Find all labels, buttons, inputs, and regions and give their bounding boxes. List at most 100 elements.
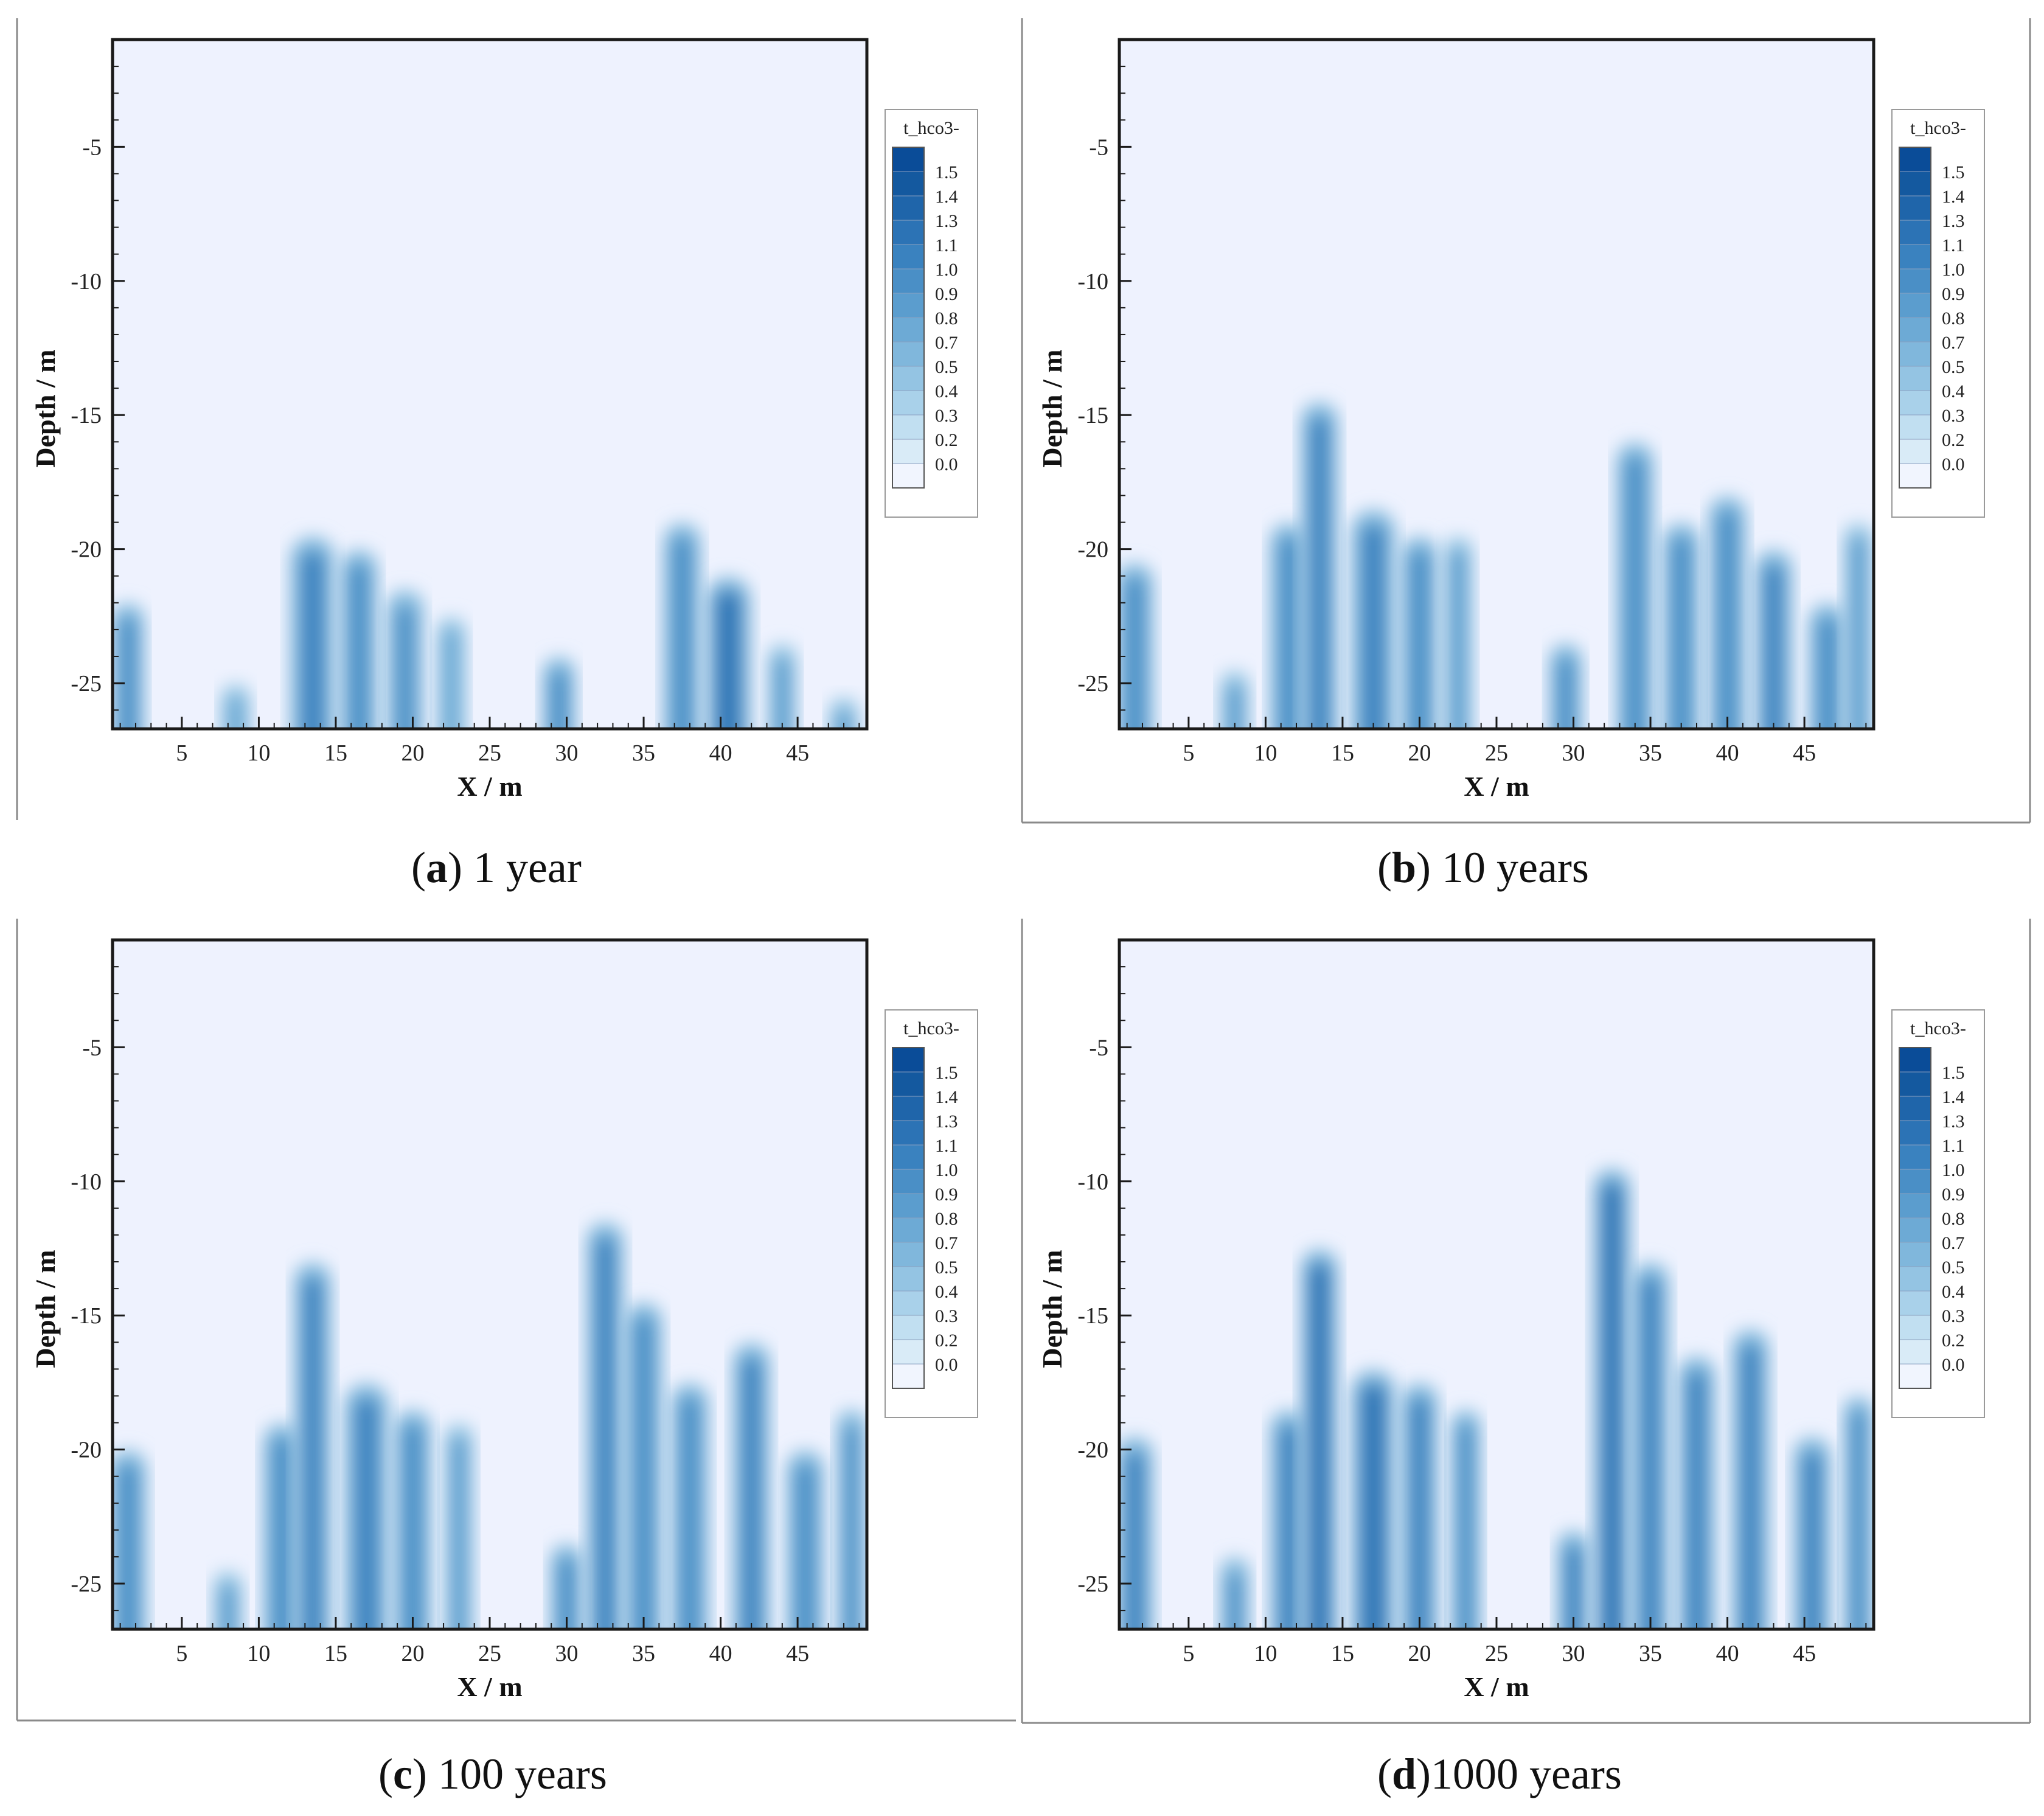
panel-c-plume-7 bbox=[549, 1543, 584, 1629]
panel-c-plume-13-level-2 bbox=[844, 1427, 859, 1629]
panel-a-colorbar-label-3: 1.1 bbox=[935, 235, 958, 256]
panel-d-plume-0 bbox=[1119, 1436, 1154, 1629]
panel-d-xtick-label-10: 10 bbox=[1254, 1641, 1277, 1666]
panel-a-ytick-label-5: -5 bbox=[82, 134, 102, 160]
panel-c-ticks bbox=[113, 939, 860, 1629]
panel-c-colorbar-swatch-11 bbox=[892, 1315, 925, 1340]
panel-a-plot: 5 10 15 20 25 30 35 40 45 -5 -10 -15 -20 -25 X / m Dept… bbox=[30, 38, 978, 802]
panel-a-colorbar-label-8: 0.5 bbox=[935, 357, 958, 377]
panel-c-xtick-label-5: 5 bbox=[176, 1641, 187, 1666]
panel-d-colorbar-swatch-10 bbox=[1899, 1290, 1931, 1316]
panel-b-plume-12 bbox=[1808, 602, 1847, 729]
panel-a-colorbar-swatch-4 bbox=[892, 244, 925, 270]
panel-b-colorbar-swatch-4 bbox=[1899, 244, 1931, 270]
panel-b-plume-9 bbox=[1662, 522, 1701, 729]
panel-b-xtick-label-40: 40 bbox=[1716, 740, 1739, 766]
panel-d-colorbar-label-2: 1.3 bbox=[1942, 1112, 1965, 1132]
panel-b-ytick-label-25: -25 bbox=[1077, 671, 1108, 697]
panel-a-plume-7 bbox=[662, 522, 701, 729]
panel-d-plume-9 bbox=[1631, 1262, 1670, 1629]
panel-c-ytick-label-25: -25 bbox=[71, 1571, 102, 1597]
panel-b-xtick-label-20: 20 bbox=[1408, 740, 1431, 766]
panel-d-colorbar-swatch-6 bbox=[1899, 1193, 1931, 1219]
panel-c-plume-8-level-2 bbox=[596, 1239, 614, 1629]
panel-a-plume-7-level-2 bbox=[673, 540, 691, 729]
panel-d-colorbar-label-4: 1.0 bbox=[1942, 1160, 1965, 1180]
panel-b-colorbar-swatch-8 bbox=[1899, 341, 1931, 367]
panel-c-plume-6 bbox=[443, 1422, 474, 1629]
panel-c-plume-9-level-2 bbox=[634, 1320, 653, 1629]
panel-b-plot: 5 10 15 20 25 30 35 40 45 -5 -10 -15 -20 -25 X / m Dept… bbox=[1037, 38, 1985, 802]
panel-c-colorbar-label-4: 1.0 bbox=[935, 1160, 958, 1180]
panel-b-colorbar-label-10: 0.3 bbox=[1942, 406, 1965, 426]
panel-d-xtick-label-20: 20 bbox=[1408, 1641, 1431, 1666]
panel-b-plume-8-level-2 bbox=[1626, 459, 1644, 729]
panel-a-plume-3-level-2 bbox=[350, 566, 368, 729]
panel-d-colorbar-swatch-11 bbox=[1899, 1315, 1931, 1340]
panel-b-colorbar-label-3: 1.1 bbox=[1942, 235, 1965, 256]
panel-b-xtick-label-5: 5 bbox=[1183, 740, 1194, 766]
panel-d-legend: t_hco3- 1.5 1.4 1.3 1.1 1.0 0.9 0.8 0.7 0.5 0.4 0.3… bbox=[1891, 1009, 1985, 1418]
panel-d-plume-8-level-2 bbox=[1603, 1185, 1621, 1629]
panel-c-plume-3-level-2 bbox=[304, 1279, 322, 1629]
panel-b-colorbar-swatch-6 bbox=[1899, 293, 1931, 318]
panel-a-xtick-label-35: 35 bbox=[632, 740, 655, 766]
panel-b-plot-area bbox=[1119, 40, 1874, 729]
panel-c-ytick-label-10: -10 bbox=[71, 1169, 102, 1195]
panel-d-colorbar-swatch-4 bbox=[1899, 1144, 1931, 1170]
panel-a-colorbar-swatch-10 bbox=[892, 390, 925, 416]
panel-c-plume-12-level-2 bbox=[796, 1467, 815, 1629]
panel-b-ticks bbox=[1119, 39, 1867, 729]
panel-c-xtick-label-30: 30 bbox=[555, 1641, 579, 1666]
panel-c-plume-0 bbox=[113, 1449, 147, 1629]
panel-c-colorbar-label-11: 0.2 bbox=[935, 1331, 958, 1351]
panel-d-xlabel: X / m bbox=[1464, 1671, 1529, 1702]
panel-d-plume-5 bbox=[1400, 1382, 1439, 1629]
panel-d-plume-13-level-2 bbox=[1851, 1413, 1866, 1629]
panel-c-colorbar-swatch-12 bbox=[892, 1339, 925, 1365]
panel-a-colorbar-label-9: 0.4 bbox=[935, 381, 958, 402]
panel-a-colorbar-label-6: 0.8 bbox=[935, 308, 958, 329]
panel-c-colorbar-label-2: 1.3 bbox=[935, 1112, 958, 1132]
panel-d-plume-10 bbox=[1677, 1355, 1716, 1629]
panel-b-colorbar-swatch-12 bbox=[1899, 439, 1931, 464]
panel-b-plume-6-level-2 bbox=[1451, 553, 1465, 729]
panel-d-plume-0-level-2 bbox=[1126, 1453, 1144, 1629]
panel-d-plume-10-level-2 bbox=[1688, 1373, 1706, 1629]
panel-d-xtick-label-45: 45 bbox=[1793, 1641, 1816, 1666]
panel-b-plume-9-level-2 bbox=[1672, 540, 1690, 729]
panel-c: 5 10 15 20 25 30 35 40 45 -5 -10 -15 -20 -25 X / m Dept… bbox=[16, 919, 1016, 1722]
panel-b-ytick-label-15: -15 bbox=[1077, 403, 1108, 428]
panel-a-colorbar-swatch-9 bbox=[892, 366, 925, 391]
panel-a-plume-10-level-2 bbox=[836, 714, 851, 729]
panel-b-plume-1 bbox=[1219, 670, 1251, 729]
panel-d-plume-8 bbox=[1593, 1167, 1632, 1629]
panel-d-plume-1-level-2 bbox=[1228, 1574, 1242, 1629]
panel-d-colorbar-swatch-3 bbox=[1899, 1120, 1931, 1146]
panel-b-plume-5 bbox=[1400, 535, 1439, 729]
panel-a-colorbar-swatch-3 bbox=[892, 220, 925, 245]
panel-c-colorbar-label-1: 1.4 bbox=[935, 1087, 958, 1107]
panel-c-colorbar-swatch-6 bbox=[892, 1193, 925, 1219]
panel-b-ylabel: Depth / m bbox=[1037, 349, 1068, 467]
panel-c-plume-11 bbox=[732, 1342, 771, 1629]
panel-d-xtick-label-15: 15 bbox=[1331, 1641, 1354, 1666]
panel-d-ylabel: Depth / m bbox=[1037, 1250, 1068, 1368]
panel-a-xtick-label-10: 10 bbox=[247, 740, 270, 766]
panel-d-plume-4 bbox=[1350, 1369, 1397, 1629]
panel-b-xtick-label-10: 10 bbox=[1254, 740, 1277, 766]
panel-b-plume-12-level-2 bbox=[1818, 620, 1837, 729]
panel-d-xtick-label-25: 25 bbox=[1485, 1641, 1508, 1666]
panel-d-colorbar-swatch-12 bbox=[1899, 1339, 1931, 1365]
panel-c-plume-11-level-2 bbox=[742, 1360, 760, 1629]
panel-a-ytick-label-20: -20 bbox=[71, 537, 102, 563]
panel-b-ytick-label-5: -5 bbox=[1089, 134, 1108, 160]
panel-c-plume-8 bbox=[586, 1221, 625, 1629]
panel-c-plume-7-level-2 bbox=[559, 1561, 575, 1629]
panel-d-colorbar-label-3: 1.1 bbox=[1942, 1136, 1965, 1156]
panel-d-plume-9-level-2 bbox=[1641, 1279, 1660, 1629]
panel-d-plume-6-level-2 bbox=[1459, 1427, 1473, 1629]
panel-b-plume-5-level-2 bbox=[1411, 553, 1428, 729]
panel-c-colorbar-outline bbox=[892, 1047, 925, 1389]
panel-c-plume-10 bbox=[670, 1382, 709, 1629]
